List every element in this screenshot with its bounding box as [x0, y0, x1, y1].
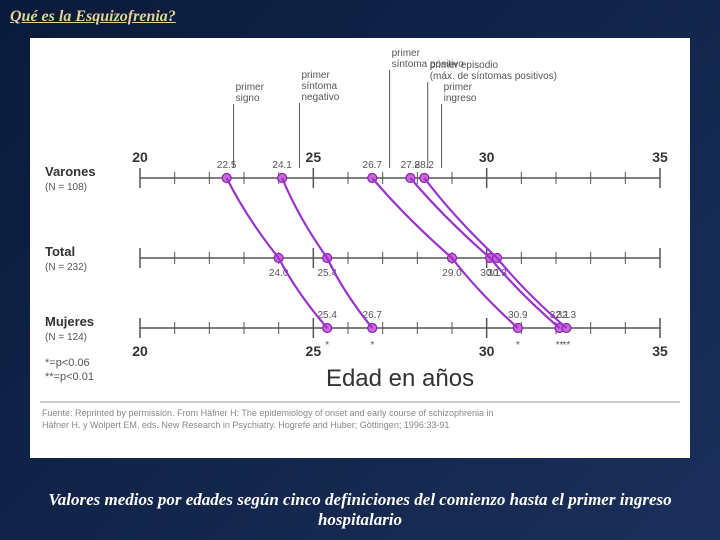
svg-text:**=p<0.01: **=p<0.01 — [45, 371, 94, 383]
svg-text:*: * — [325, 340, 329, 351]
svg-text:30: 30 — [479, 149, 495, 165]
svg-text:29.0: 29.0 — [442, 268, 462, 279]
svg-text:(N = 232): (N = 232) — [45, 262, 87, 273]
svg-text:primer: primer — [236, 82, 265, 93]
svg-text:(N = 124): (N = 124) — [45, 332, 87, 343]
age-chart: primersignoprimersíntomanegativoprimersí… — [30, 38, 690, 458]
slide-caption: Valores medios por edades según cinco de… — [40, 490, 680, 530]
svg-text:35: 35 — [652, 149, 668, 165]
svg-text:Varones: Varones — [45, 164, 96, 179]
svg-text:(máx. de síntomas positivos): (máx. de síntomas positivos) — [430, 71, 557, 82]
svg-text:primer: primer — [444, 82, 473, 93]
svg-text:25: 25 — [306, 343, 322, 359]
svg-text:ingreso: ingreso — [444, 93, 477, 104]
svg-text:22.5: 22.5 — [217, 160, 237, 171]
svg-text:24.1: 24.1 — [272, 160, 292, 171]
svg-text:20: 20 — [132, 343, 148, 359]
svg-text:signo: signo — [236, 93, 260, 104]
svg-text:*=p<0.06: *=p<0.06 — [45, 357, 90, 369]
slide-title: Qué es la Esquizofrenia? — [10, 8, 176, 26]
svg-text:Mujeres: Mujeres — [45, 314, 94, 329]
svg-text:Häfner H. y Wolpert EM, eds. N: Häfner H. y Wolpert EM, eds. New Researc… — [42, 420, 449, 430]
svg-text:28.2: 28.2 — [415, 160, 435, 171]
svg-text:primer: primer — [301, 70, 330, 81]
svg-text:20: 20 — [132, 149, 148, 165]
svg-text:25: 25 — [306, 149, 322, 165]
svg-text:26.7: 26.7 — [363, 160, 383, 171]
svg-text:30.9: 30.9 — [508, 310, 528, 321]
svg-text:Fuente: Reprinted by permissio: Fuente: Reprinted by permission. From Hä… — [42, 408, 494, 418]
svg-text:primer: primer — [392, 48, 421, 59]
slide: Qué es la Esquizofrenia? primersignoprim… — [0, 0, 720, 540]
svg-text:30: 30 — [479, 343, 495, 359]
svg-text:**: ** — [563, 340, 571, 351]
svg-text:primer episodio: primer episodio — [430, 60, 499, 71]
svg-text:*: * — [370, 340, 374, 351]
svg-text:Edad en años: Edad en años — [326, 365, 474, 392]
svg-text:síntoma: síntoma — [301, 81, 337, 92]
svg-text:(N = 108): (N = 108) — [45, 182, 87, 193]
svg-text:32.3: 32.3 — [557, 310, 577, 321]
svg-text:negativo: negativo — [301, 92, 339, 103]
svg-text:35: 35 — [652, 343, 668, 359]
chart-figure: primersignoprimersíntomanegativoprimersí… — [30, 38, 690, 458]
svg-text:*: * — [516, 340, 520, 351]
svg-text:Total: Total — [45, 244, 75, 259]
